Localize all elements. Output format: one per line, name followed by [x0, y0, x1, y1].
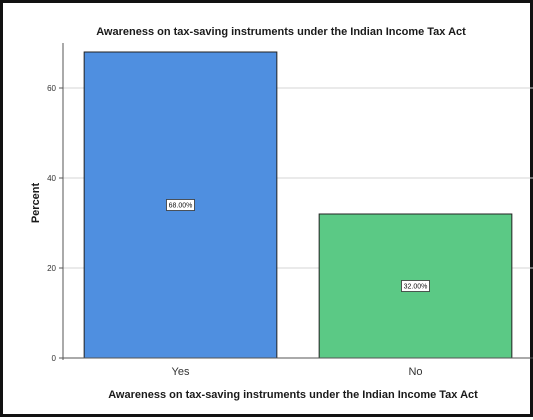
x-tick-labels: Yes No	[172, 366, 423, 378]
y-tick-label: 20	[47, 264, 56, 273]
y-tick-label: 60	[47, 84, 56, 93]
data-label-box	[166, 199, 195, 211]
y-tick-labels: 0 20 40 60	[47, 84, 63, 363]
y-tick-label: 40	[47, 174, 56, 183]
bar-chart: Awareness on tax-saving instruments unde…	[30, 26, 533, 401]
data-label-no: 32.00%	[404, 284, 428, 291]
y-tick-label: 0	[52, 354, 57, 363]
x-tick-label-no: No	[408, 366, 422, 378]
data-label-box	[401, 280, 430, 292]
bars	[83, 51, 513, 359]
data-labels: 68.00% 32.00%	[166, 199, 430, 292]
x-tick-label-yes: Yes	[172, 366, 190, 378]
y-axis-label: Percent	[30, 182, 42, 223]
chart-title: Awareness on tax-saving instruments unde…	[96, 26, 466, 38]
data-label-yes: 68.00%	[169, 203, 193, 210]
x-axis-label: Awareness on tax-saving instruments unde…	[108, 389, 478, 401]
